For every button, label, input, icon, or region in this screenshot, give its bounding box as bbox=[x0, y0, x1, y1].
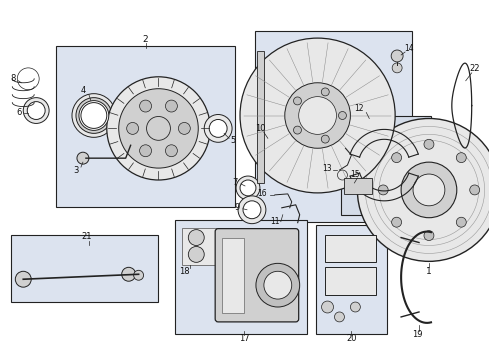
Text: 17: 17 bbox=[239, 334, 249, 343]
Circle shape bbox=[256, 264, 300, 307]
Circle shape bbox=[140, 145, 151, 157]
Bar bbox=[316, 225, 387, 334]
Circle shape bbox=[299, 96, 337, 134]
Circle shape bbox=[166, 145, 177, 157]
Circle shape bbox=[294, 126, 301, 134]
Circle shape bbox=[178, 122, 190, 134]
Circle shape bbox=[204, 114, 232, 142]
Text: 4: 4 bbox=[80, 86, 86, 95]
Text: 2: 2 bbox=[143, 35, 148, 44]
Circle shape bbox=[401, 162, 457, 218]
Circle shape bbox=[321, 301, 334, 313]
Circle shape bbox=[321, 135, 329, 143]
Text: 13: 13 bbox=[322, 163, 331, 172]
Circle shape bbox=[76, 98, 112, 133]
Circle shape bbox=[470, 185, 480, 195]
Circle shape bbox=[413, 174, 445, 206]
Circle shape bbox=[166, 100, 177, 112]
Circle shape bbox=[119, 89, 198, 168]
Circle shape bbox=[122, 267, 136, 281]
Circle shape bbox=[81, 103, 107, 129]
Circle shape bbox=[392, 217, 402, 227]
Bar bbox=[344, 178, 372, 194]
Circle shape bbox=[243, 201, 261, 219]
Circle shape bbox=[391, 50, 403, 62]
Text: 11: 11 bbox=[270, 217, 280, 226]
Text: 22: 22 bbox=[469, 64, 480, 73]
FancyBboxPatch shape bbox=[215, 229, 299, 322]
Circle shape bbox=[285, 83, 350, 148]
Circle shape bbox=[79, 100, 109, 130]
Text: 10: 10 bbox=[255, 124, 265, 133]
Text: 3: 3 bbox=[74, 166, 79, 175]
Circle shape bbox=[357, 118, 490, 261]
Circle shape bbox=[350, 302, 360, 312]
Circle shape bbox=[392, 153, 402, 163]
Circle shape bbox=[188, 230, 204, 246]
Text: 19: 19 bbox=[412, 330, 422, 339]
Circle shape bbox=[424, 139, 434, 149]
Circle shape bbox=[378, 185, 388, 195]
Text: 7: 7 bbox=[232, 179, 238, 188]
Bar bbox=[324, 267, 376, 295]
Circle shape bbox=[72, 94, 116, 137]
Text: 6: 6 bbox=[17, 108, 22, 117]
Text: 12: 12 bbox=[355, 104, 364, 113]
Circle shape bbox=[77, 152, 89, 164]
Circle shape bbox=[456, 217, 466, 227]
Bar bbox=[324, 235, 376, 262]
Circle shape bbox=[15, 271, 31, 287]
Circle shape bbox=[127, 122, 139, 134]
Text: 5: 5 bbox=[230, 136, 236, 145]
Bar bbox=[342, 116, 431, 215]
Text: 14: 14 bbox=[404, 44, 414, 53]
Circle shape bbox=[107, 77, 210, 180]
Circle shape bbox=[264, 271, 292, 299]
Text: 8: 8 bbox=[11, 74, 16, 83]
Text: 15: 15 bbox=[350, 170, 360, 179]
Circle shape bbox=[240, 180, 256, 196]
Bar bbox=[175, 220, 307, 334]
Circle shape bbox=[134, 270, 144, 280]
Circle shape bbox=[392, 63, 402, 73]
Circle shape bbox=[209, 120, 227, 137]
Circle shape bbox=[140, 100, 151, 112]
Bar bbox=[11, 235, 158, 302]
Circle shape bbox=[27, 102, 45, 120]
Circle shape bbox=[321, 88, 329, 96]
Circle shape bbox=[23, 98, 49, 123]
Circle shape bbox=[335, 312, 344, 322]
Circle shape bbox=[147, 117, 171, 140]
Circle shape bbox=[236, 176, 260, 200]
Circle shape bbox=[456, 153, 466, 163]
Bar bbox=[255, 31, 412, 222]
Circle shape bbox=[238, 196, 266, 224]
Circle shape bbox=[338, 170, 347, 180]
Text: 9: 9 bbox=[234, 203, 240, 212]
Text: 1: 1 bbox=[426, 267, 432, 276]
Circle shape bbox=[240, 38, 395, 193]
Bar bbox=[182, 228, 230, 265]
Bar bbox=[222, 238, 244, 313]
Bar bbox=[56, 46, 235, 207]
Circle shape bbox=[424, 231, 434, 240]
Circle shape bbox=[188, 247, 204, 262]
Circle shape bbox=[339, 112, 346, 120]
Text: 20: 20 bbox=[346, 334, 357, 343]
Text: 21: 21 bbox=[82, 232, 92, 241]
Circle shape bbox=[294, 97, 301, 105]
Text: 16: 16 bbox=[257, 189, 267, 198]
Text: 18: 18 bbox=[179, 267, 190, 276]
Bar bbox=[257, 51, 264, 183]
